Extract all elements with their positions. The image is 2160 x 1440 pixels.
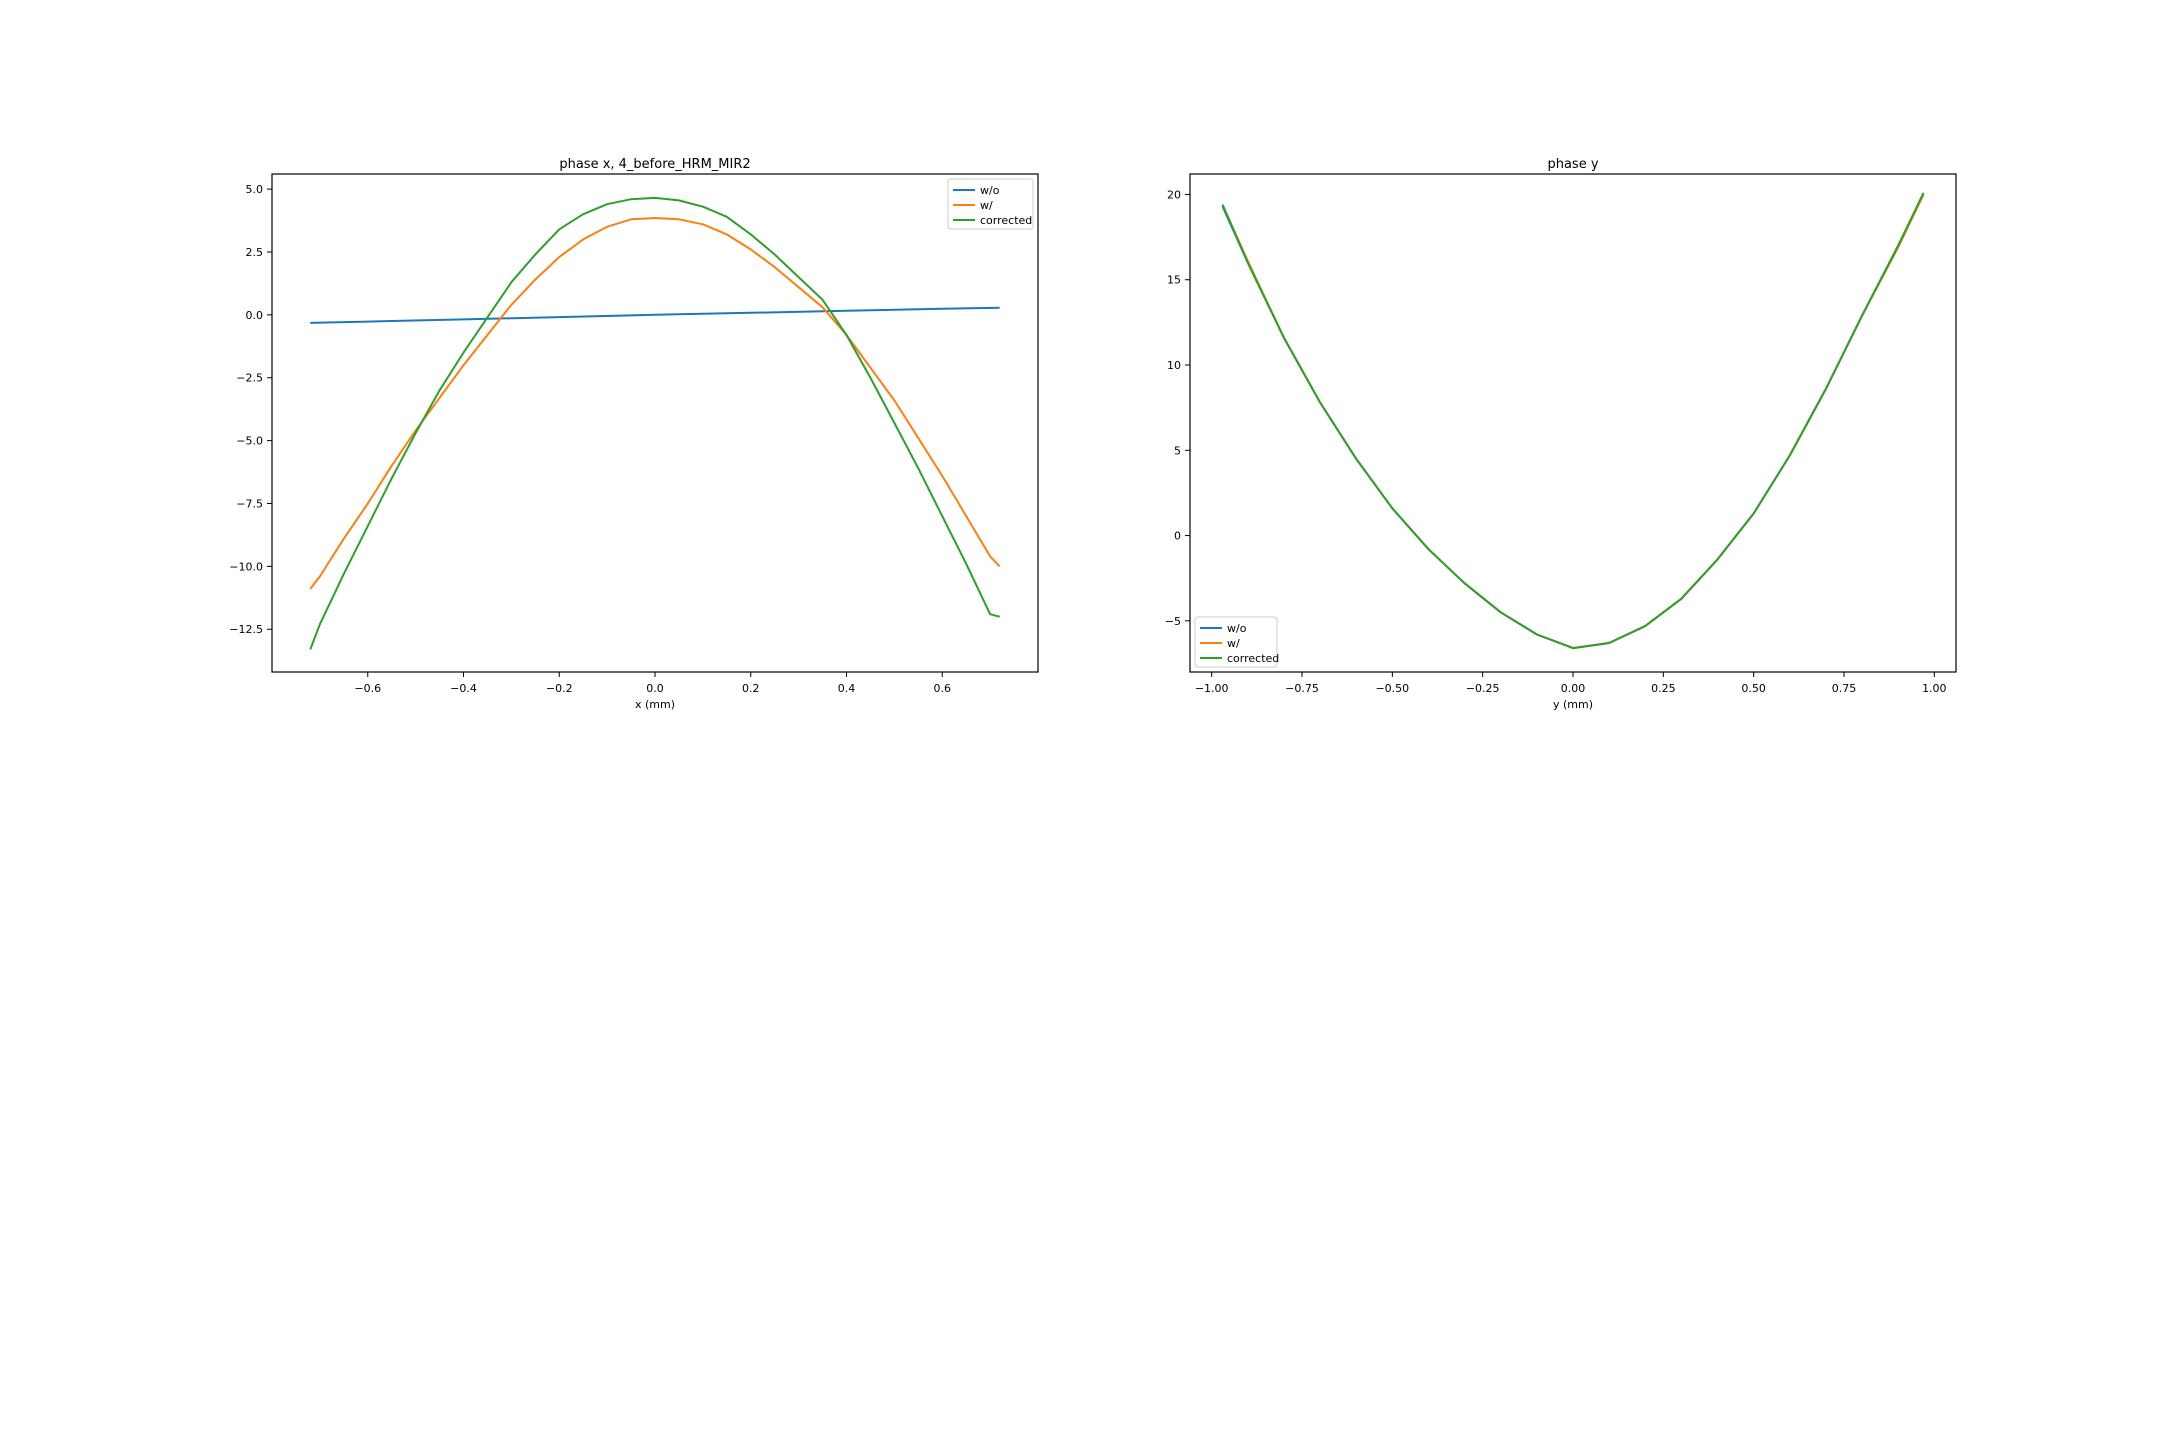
x-tick-label: 0.75	[1832, 682, 1857, 695]
chart-phase-y: −1.00 −0.75 −0.50 −0.25 0.00 0.25 0.50 0.75 1.00…	[1165, 157, 1957, 711]
y-tick-label: −5	[1165, 615, 1181, 628]
y-tick-label: 0	[1174, 530, 1181, 543]
legend-label: corrected	[1227, 652, 1279, 665]
x-tick-label: 0.0	[646, 682, 664, 695]
y-tick-label: 2.5	[246, 246, 264, 259]
legend-label: w/o	[980, 184, 1000, 197]
x-tick-label: −0.25	[1466, 682, 1500, 695]
legend-label: w/	[980, 199, 993, 212]
x-tick-label: 0.00	[1561, 682, 1586, 695]
y-tick-label: 5	[1174, 444, 1181, 457]
y-tick-label: 20	[1167, 188, 1181, 201]
y-tick-label: 15	[1167, 274, 1181, 287]
x-tick-label: 0.25	[1651, 682, 1676, 695]
x-tick-label: −0.4	[450, 682, 477, 695]
y-tick-label: 0.0	[246, 309, 264, 322]
series-line-wo	[310, 306, 1000, 324]
chart-title: phase x, 4_before_HRM_MIR2	[559, 157, 750, 172]
y-tick-label: −12.5	[229, 623, 263, 636]
y-tick-label: 10	[1167, 359, 1181, 372]
y-tick-label: −7.5	[236, 497, 263, 510]
plot-frame	[1189, 173, 1957, 673]
series-line-corrected	[309, 196, 1000, 650]
chart-phase-x: −0.6 −0.4 −0.2 0.0 0.2 0.4 0.6 5.0 2.5 0.0 −2.5 −5.…	[229, 157, 1039, 711]
series-line-wo	[1221, 194, 1925, 650]
y-tick-label: −5.0	[236, 435, 263, 448]
series-line-corrected	[1221, 192, 1925, 650]
x-tick-label: 0.4	[838, 682, 856, 695]
x-tick-label: −0.75	[1285, 682, 1319, 695]
x-tick-label: −0.50	[1375, 682, 1409, 695]
x-tick-label: −0.2	[546, 682, 573, 695]
legend-label: w/	[1227, 637, 1240, 650]
x-axis-label: x (mm)	[635, 698, 675, 711]
legend-box	[947, 178, 1034, 230]
x-tick-label: 0.6	[934, 682, 952, 695]
y-tick-label: 5.0	[246, 183, 264, 196]
legend-box	[1194, 616, 1278, 668]
legend-label: w/o	[1227, 622, 1247, 635]
y-tick-label: −10.0	[229, 560, 263, 573]
x-tick-label: 0.50	[1741, 682, 1766, 695]
x-tick-label: −1.00	[1195, 682, 1229, 695]
x-tick-label: 1.00	[1922, 682, 1947, 695]
x-tick-label: 0.2	[742, 682, 760, 695]
legend: w/o w/corrected	[1194, 616, 1279, 668]
series-line-w	[309, 217, 1001, 590]
legend-label: corrected	[980, 214, 1032, 227]
plot-frame	[271, 173, 1039, 673]
y-tick-label: −2.5	[236, 372, 263, 385]
x-axis-label: y (mm)	[1553, 698, 1593, 711]
x-tick-label: −0.6	[354, 682, 381, 695]
series-line-w	[1221, 194, 1925, 650]
legend: w/o w/corrected	[947, 178, 1034, 230]
chart-title: phase y	[1547, 157, 1598, 172]
